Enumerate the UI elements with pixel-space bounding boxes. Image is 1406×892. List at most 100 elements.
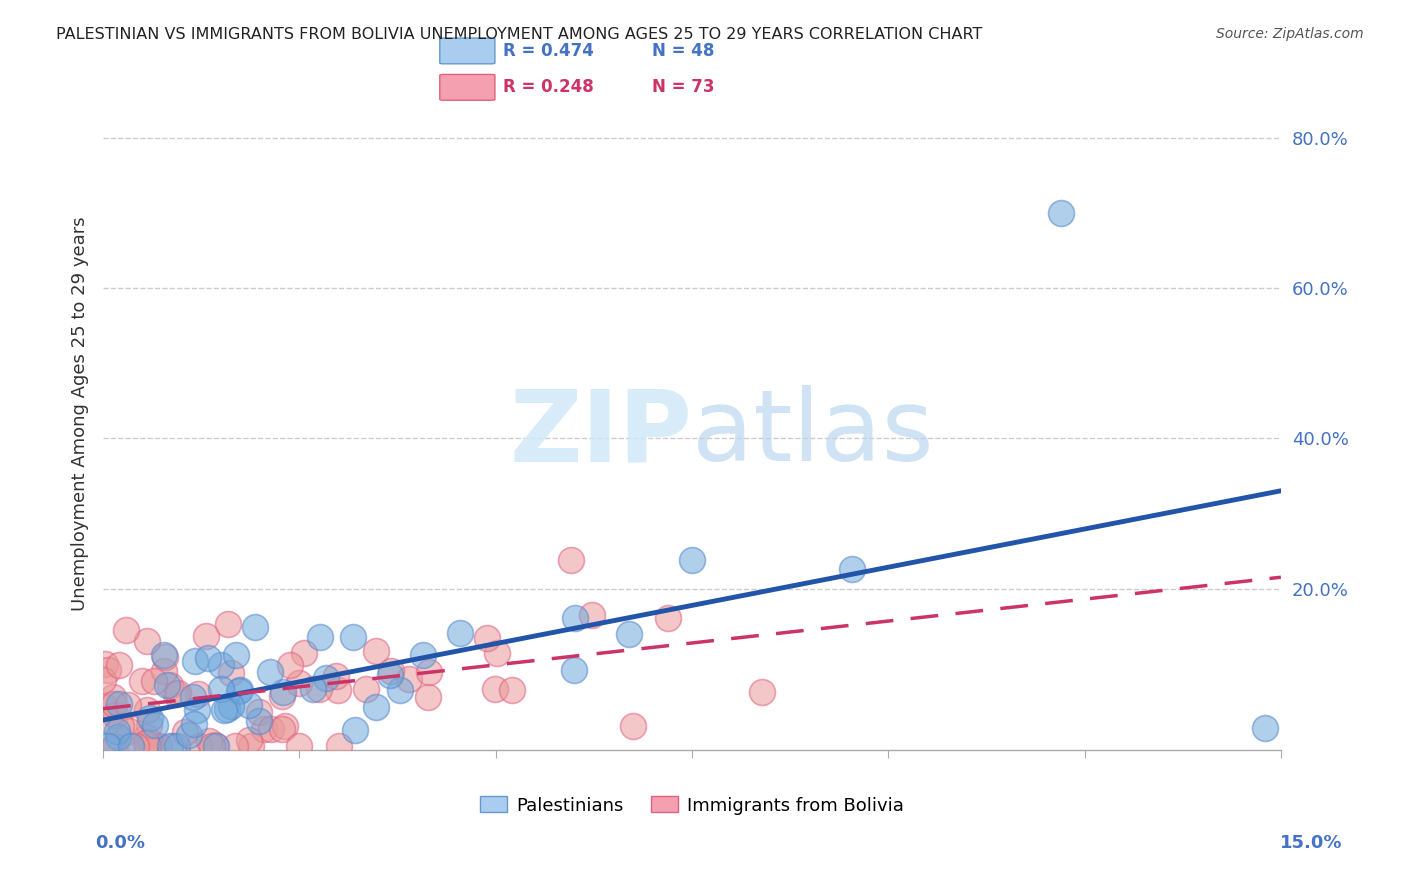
Point [165,687,187,701]
Point [681,553,703,567]
Point [215,701,238,715]
Point [181,690,204,704]
Point [93,699,115,714]
Point [198,734,221,748]
Point [120,739,142,754]
Point [186,703,208,717]
Point [135,730,157,744]
Point [271,685,294,699]
Point [564,611,586,625]
Point [225,648,247,663]
Point [287,739,309,754]
Point [136,703,159,717]
Point [325,669,347,683]
Point [243,620,266,634]
Point [125,739,148,754]
Point [380,667,402,681]
Point [131,674,153,689]
Point [211,681,233,696]
Point [253,723,276,737]
Point [302,682,325,697]
Point [166,739,188,754]
Text: PALESTINIAN VS IMMIGRANTS FROM BOLIVIA UNEMPLOYMENT AMONG AGES 25 TO 29 YEARS CO: PALESTINIAN VS IMMIGRANTS FROM BOLIVIA U… [56,27,983,42]
Point [271,722,294,736]
Point [167,686,190,700]
Point [194,629,217,643]
Point [449,626,471,640]
Point [108,657,131,672]
Point [143,718,166,732]
Point [1050,205,1073,219]
Point [581,608,603,623]
Point [484,682,506,697]
Point [501,683,523,698]
Point [183,717,205,731]
Point [344,723,367,737]
Point [247,706,270,720]
Point [219,665,242,680]
Point [188,739,211,754]
Point [219,698,242,713]
Point [177,728,200,742]
Point [91,673,114,687]
Point [162,739,184,754]
Point [201,739,224,754]
Point [278,658,301,673]
Point [118,724,141,739]
Point [217,616,239,631]
Text: R = 0.474: R = 0.474 [503,42,593,60]
Point [155,678,177,692]
Text: N = 48: N = 48 [652,42,714,60]
Point [197,650,219,665]
Point [153,648,176,662]
Point [274,718,297,732]
Point [105,723,128,738]
Text: ZIP: ZIP [509,385,692,483]
Point [136,633,159,648]
FancyBboxPatch shape [440,74,495,100]
Point [621,719,644,733]
Point [159,677,181,691]
Point [292,646,315,660]
Point [380,665,402,679]
Point [97,714,120,728]
Point [205,739,228,754]
Point [204,738,226,752]
Point [260,722,283,736]
Point [328,739,350,754]
Point [841,562,863,576]
Point [309,630,332,644]
Point [485,647,508,661]
Point [247,714,270,728]
Point [135,736,157,750]
Point [1254,721,1277,735]
Point [560,553,582,567]
Point [187,687,209,701]
Point [475,632,498,646]
Point [315,671,337,685]
Point [173,724,195,739]
Point [224,739,246,754]
Point [159,739,181,754]
Point [107,730,129,744]
Point [138,735,160,749]
Point [238,733,260,747]
Point [271,689,294,703]
Point [143,674,166,689]
Point [115,623,138,637]
Text: 15.0%: 15.0% [1281,834,1343,852]
Point [107,697,129,711]
Point [97,739,120,754]
Point [152,665,174,679]
Point [101,690,124,704]
Point [356,681,378,696]
Text: N = 73: N = 73 [652,78,714,96]
Point [751,685,773,699]
Point [617,627,640,641]
Point [342,630,364,644]
Point [259,665,281,680]
Point [212,703,235,717]
Text: 0.0%: 0.0% [96,834,146,852]
Point [562,663,585,677]
Point [239,739,262,754]
